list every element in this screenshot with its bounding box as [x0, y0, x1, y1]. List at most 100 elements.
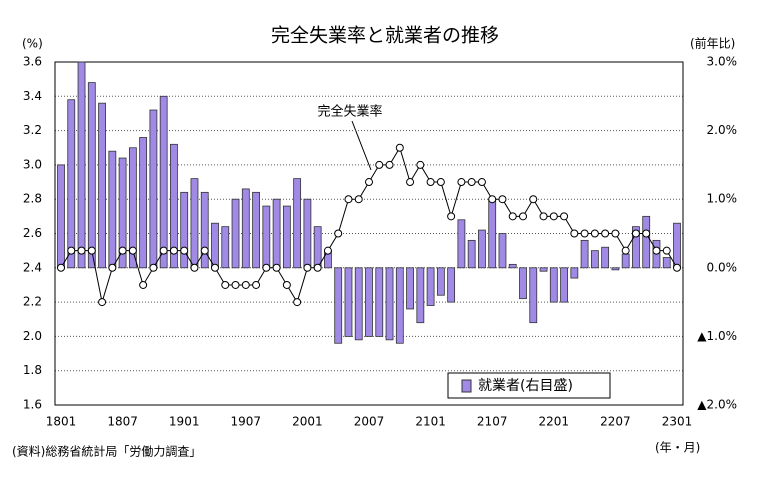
marker [529, 195, 538, 204]
marker [436, 178, 445, 187]
bar [354, 267, 363, 341]
bar [128, 147, 137, 269]
chart-title: 完全失業率と就業者の推移 [271, 25, 499, 47]
marker [282, 280, 291, 289]
plot-frame [54, 61, 684, 406]
bar [211, 222, 219, 269]
bar [539, 267, 548, 272]
marker [508, 212, 517, 221]
bar [139, 137, 148, 269]
bar [498, 233, 507, 269]
marker [180, 246, 189, 255]
bar [426, 267, 435, 306]
marker [662, 246, 671, 255]
bar [303, 198, 312, 269]
bar [436, 267, 445, 296]
bar [601, 246, 610, 269]
x-tick-label: 2207 [600, 415, 631, 429]
bar [77, 61, 86, 269]
bar [231, 198, 240, 269]
x-axis-label: (年・月) [655, 441, 700, 455]
y-tick-label: 3.6 [23, 55, 42, 69]
bar [221, 226, 230, 269]
bar [488, 198, 497, 269]
bar [632, 226, 640, 269]
y-tick-label: 3.0 [23, 157, 42, 171]
marker [467, 178, 476, 187]
bar [272, 198, 281, 269]
bar [529, 267, 538, 324]
marker [334, 229, 343, 238]
marker [570, 229, 579, 238]
y-tick-label: 3.2 [23, 123, 42, 137]
y2-tick-label: 3.0% [707, 55, 738, 69]
bar [549, 267, 558, 303]
bar [642, 215, 651, 269]
bar [87, 82, 96, 269]
marker [590, 229, 599, 238]
marker [87, 246, 96, 255]
marker [252, 280, 261, 289]
marker [67, 246, 76, 255]
bar [621, 253, 630, 269]
bar [447, 267, 456, 303]
bar [108, 150, 117, 269]
marker [477, 178, 486, 187]
bar [262, 205, 271, 269]
marker [631, 229, 640, 238]
x-tick-label: 2001 [292, 415, 323, 429]
bar [180, 191, 189, 269]
x-tick-label: 2107 [477, 415, 508, 429]
bar [673, 222, 681, 269]
marker [673, 263, 681, 272]
marker [149, 263, 158, 272]
y-tick-label: 2.6 [23, 226, 42, 240]
marker [303, 263, 312, 272]
bar [241, 188, 250, 269]
marker [293, 298, 302, 307]
bar [118, 157, 127, 269]
marker [159, 246, 168, 255]
marker [416, 160, 425, 169]
marker [190, 263, 199, 272]
y2-tick-label: ▲2.0% [697, 398, 737, 412]
marker [231, 280, 240, 289]
bar [149, 109, 158, 269]
marker [447, 212, 456, 221]
y-tick-label: 2.8 [23, 192, 42, 206]
bar [313, 226, 322, 269]
x-tick-label: 2101 [415, 415, 446, 429]
x-tick-label: 2201 [539, 415, 570, 429]
bar [200, 191, 209, 269]
marker [560, 212, 569, 221]
y-tick-label: 2.2 [23, 295, 42, 309]
y2-tick-label: 2.0% [707, 123, 738, 137]
marker [549, 212, 558, 221]
y-tick-label: 1.8 [23, 363, 42, 377]
marker [457, 178, 466, 187]
y-axis-label: (%) [22, 37, 43, 51]
marker [580, 229, 589, 238]
bar [611, 267, 620, 271]
legend [447, 372, 611, 399]
marker [365, 178, 373, 187]
bar [159, 95, 168, 269]
x-tick-label: 2007 [354, 415, 385, 429]
marker [139, 280, 148, 289]
bar [560, 267, 568, 303]
x-tick-label: 2301 [662, 415, 693, 429]
bar [508, 263, 517, 269]
bar [344, 267, 353, 337]
x-tick-label: 1807 [107, 415, 138, 429]
marker [57, 263, 65, 272]
bar [457, 219, 466, 269]
y2-axis-label: (前年比) [690, 36, 735, 51]
marker [262, 263, 271, 272]
marker [200, 246, 209, 255]
marker [375, 160, 384, 169]
marker [128, 246, 137, 255]
marker [426, 178, 435, 187]
marker [169, 246, 178, 255]
marker [118, 246, 127, 255]
bar [395, 267, 404, 344]
